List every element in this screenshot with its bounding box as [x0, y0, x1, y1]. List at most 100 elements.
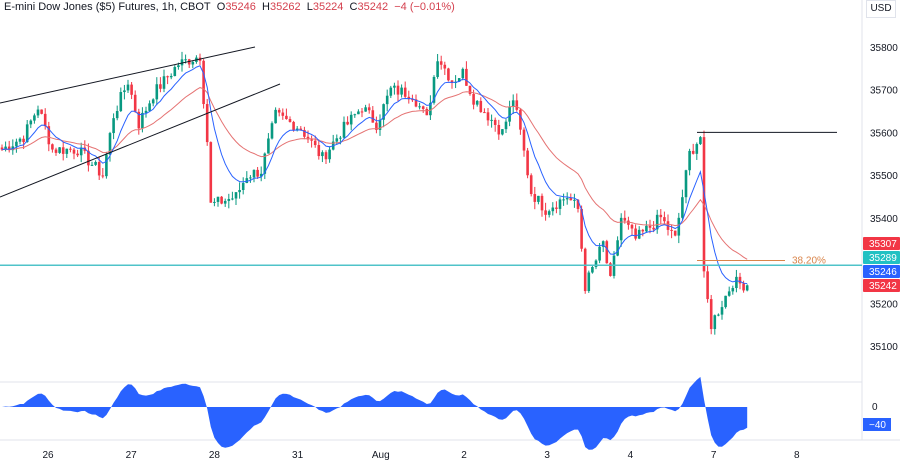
candle: [223, 198, 227, 207]
candle-body: [155, 84, 159, 100]
candle: [7, 140, 11, 153]
candle-body: [519, 109, 522, 130]
candle: [544, 202, 547, 221]
time-tick-label: 7: [711, 450, 717, 461]
candle: [364, 104, 367, 112]
candle: [43, 108, 47, 130]
candle-body: [576, 199, 580, 209]
candle-body: [241, 183, 245, 190]
candle: [583, 247, 587, 294]
candle: [439, 55, 443, 70]
candle-body: [486, 112, 490, 121]
candle-body: [288, 119, 292, 122]
candle: [673, 230, 677, 237]
candle-body: [126, 84, 130, 91]
candle-body: [292, 121, 295, 131]
candle-body: [25, 124, 29, 143]
candle-body: [29, 120, 33, 125]
candle-body: [673, 230, 677, 236]
candle: [619, 213, 623, 247]
lower-trendline: [0, 83, 281, 198]
candle: [133, 90, 137, 113]
candle-body: [551, 207, 555, 212]
candle-body: [313, 140, 317, 146]
candle-body: [663, 217, 666, 222]
candle: [461, 67, 465, 81]
price-tick-label: 35700: [870, 86, 898, 97]
candle: [259, 166, 263, 182]
candle-body: [461, 68, 465, 79]
candle: [353, 113, 357, 118]
candle: [403, 81, 407, 99]
candle: [15, 138, 18, 153]
candle: [105, 151, 108, 179]
candle: [637, 226, 641, 240]
open-value: 35246: [225, 1, 256, 13]
candle: [529, 173, 533, 197]
candle-body: [573, 199, 576, 201]
candle-body: [468, 85, 472, 95]
candle: [389, 85, 393, 99]
candle: [11, 139, 15, 155]
candle: [436, 53, 439, 79]
candle-body: [389, 87, 393, 96]
candle-body: [493, 119, 497, 125]
oscillator-value-tag: [863, 418, 891, 431]
candle-body: [40, 109, 43, 114]
candle: [256, 167, 259, 179]
candle: [691, 143, 695, 155]
price-tick-label: 35200: [870, 299, 898, 310]
candle: [447, 67, 450, 82]
candle-body: [162, 76, 166, 89]
candle-body: [479, 100, 483, 113]
candle: [655, 209, 659, 234]
candle-body: [65, 148, 69, 154]
candle: [580, 205, 583, 252]
candle: [58, 147, 61, 154]
candle: [713, 314, 717, 335]
candle-body: [328, 149, 331, 160]
candle-body: [598, 246, 601, 261]
candle: [227, 193, 231, 209]
candle: [641, 228, 645, 237]
candle: [450, 80, 454, 89]
candle: [119, 87, 123, 113]
candle: [569, 193, 573, 201]
candle-body: [616, 240, 619, 256]
currency-button[interactable]: USD: [866, 0, 896, 18]
candle: [731, 285, 735, 295]
candle-body: [558, 199, 562, 209]
candle-body: [335, 138, 339, 142]
candle: [727, 286, 731, 297]
candle-body: [652, 227, 655, 230]
candle-body: [742, 283, 745, 291]
candle: [601, 240, 605, 253]
candle: [126, 79, 130, 93]
candle: [695, 142, 699, 160]
candle-body: [382, 104, 385, 120]
candle: [515, 93, 519, 112]
candle-body: [33, 115, 36, 121]
time-tick-label: 4: [628, 450, 634, 461]
candle: [378, 114, 382, 136]
candle-body: [717, 314, 720, 316]
candle: [382, 103, 385, 128]
candle-body: [713, 315, 717, 330]
symbol-name: E-mini Dow Jones ($5) Futures, 1h, CBOT: [4, 1, 211, 13]
candle-body: [465, 68, 468, 86]
candle-body: [94, 161, 97, 165]
slow-moving-average-line: [1, 87, 748, 260]
candle: [159, 77, 162, 93]
candle-body: [555, 207, 558, 209]
candle-body: [400, 87, 403, 95]
candle-body: [119, 92, 123, 112]
candle: [648, 219, 652, 234]
candle-body: [421, 106, 425, 109]
candle-body: [54, 149, 58, 153]
candle: [249, 175, 252, 183]
candle-body: [357, 111, 360, 115]
candle-body: [569, 198, 573, 201]
candle: [130, 82, 133, 100]
candle: [400, 84, 403, 98]
